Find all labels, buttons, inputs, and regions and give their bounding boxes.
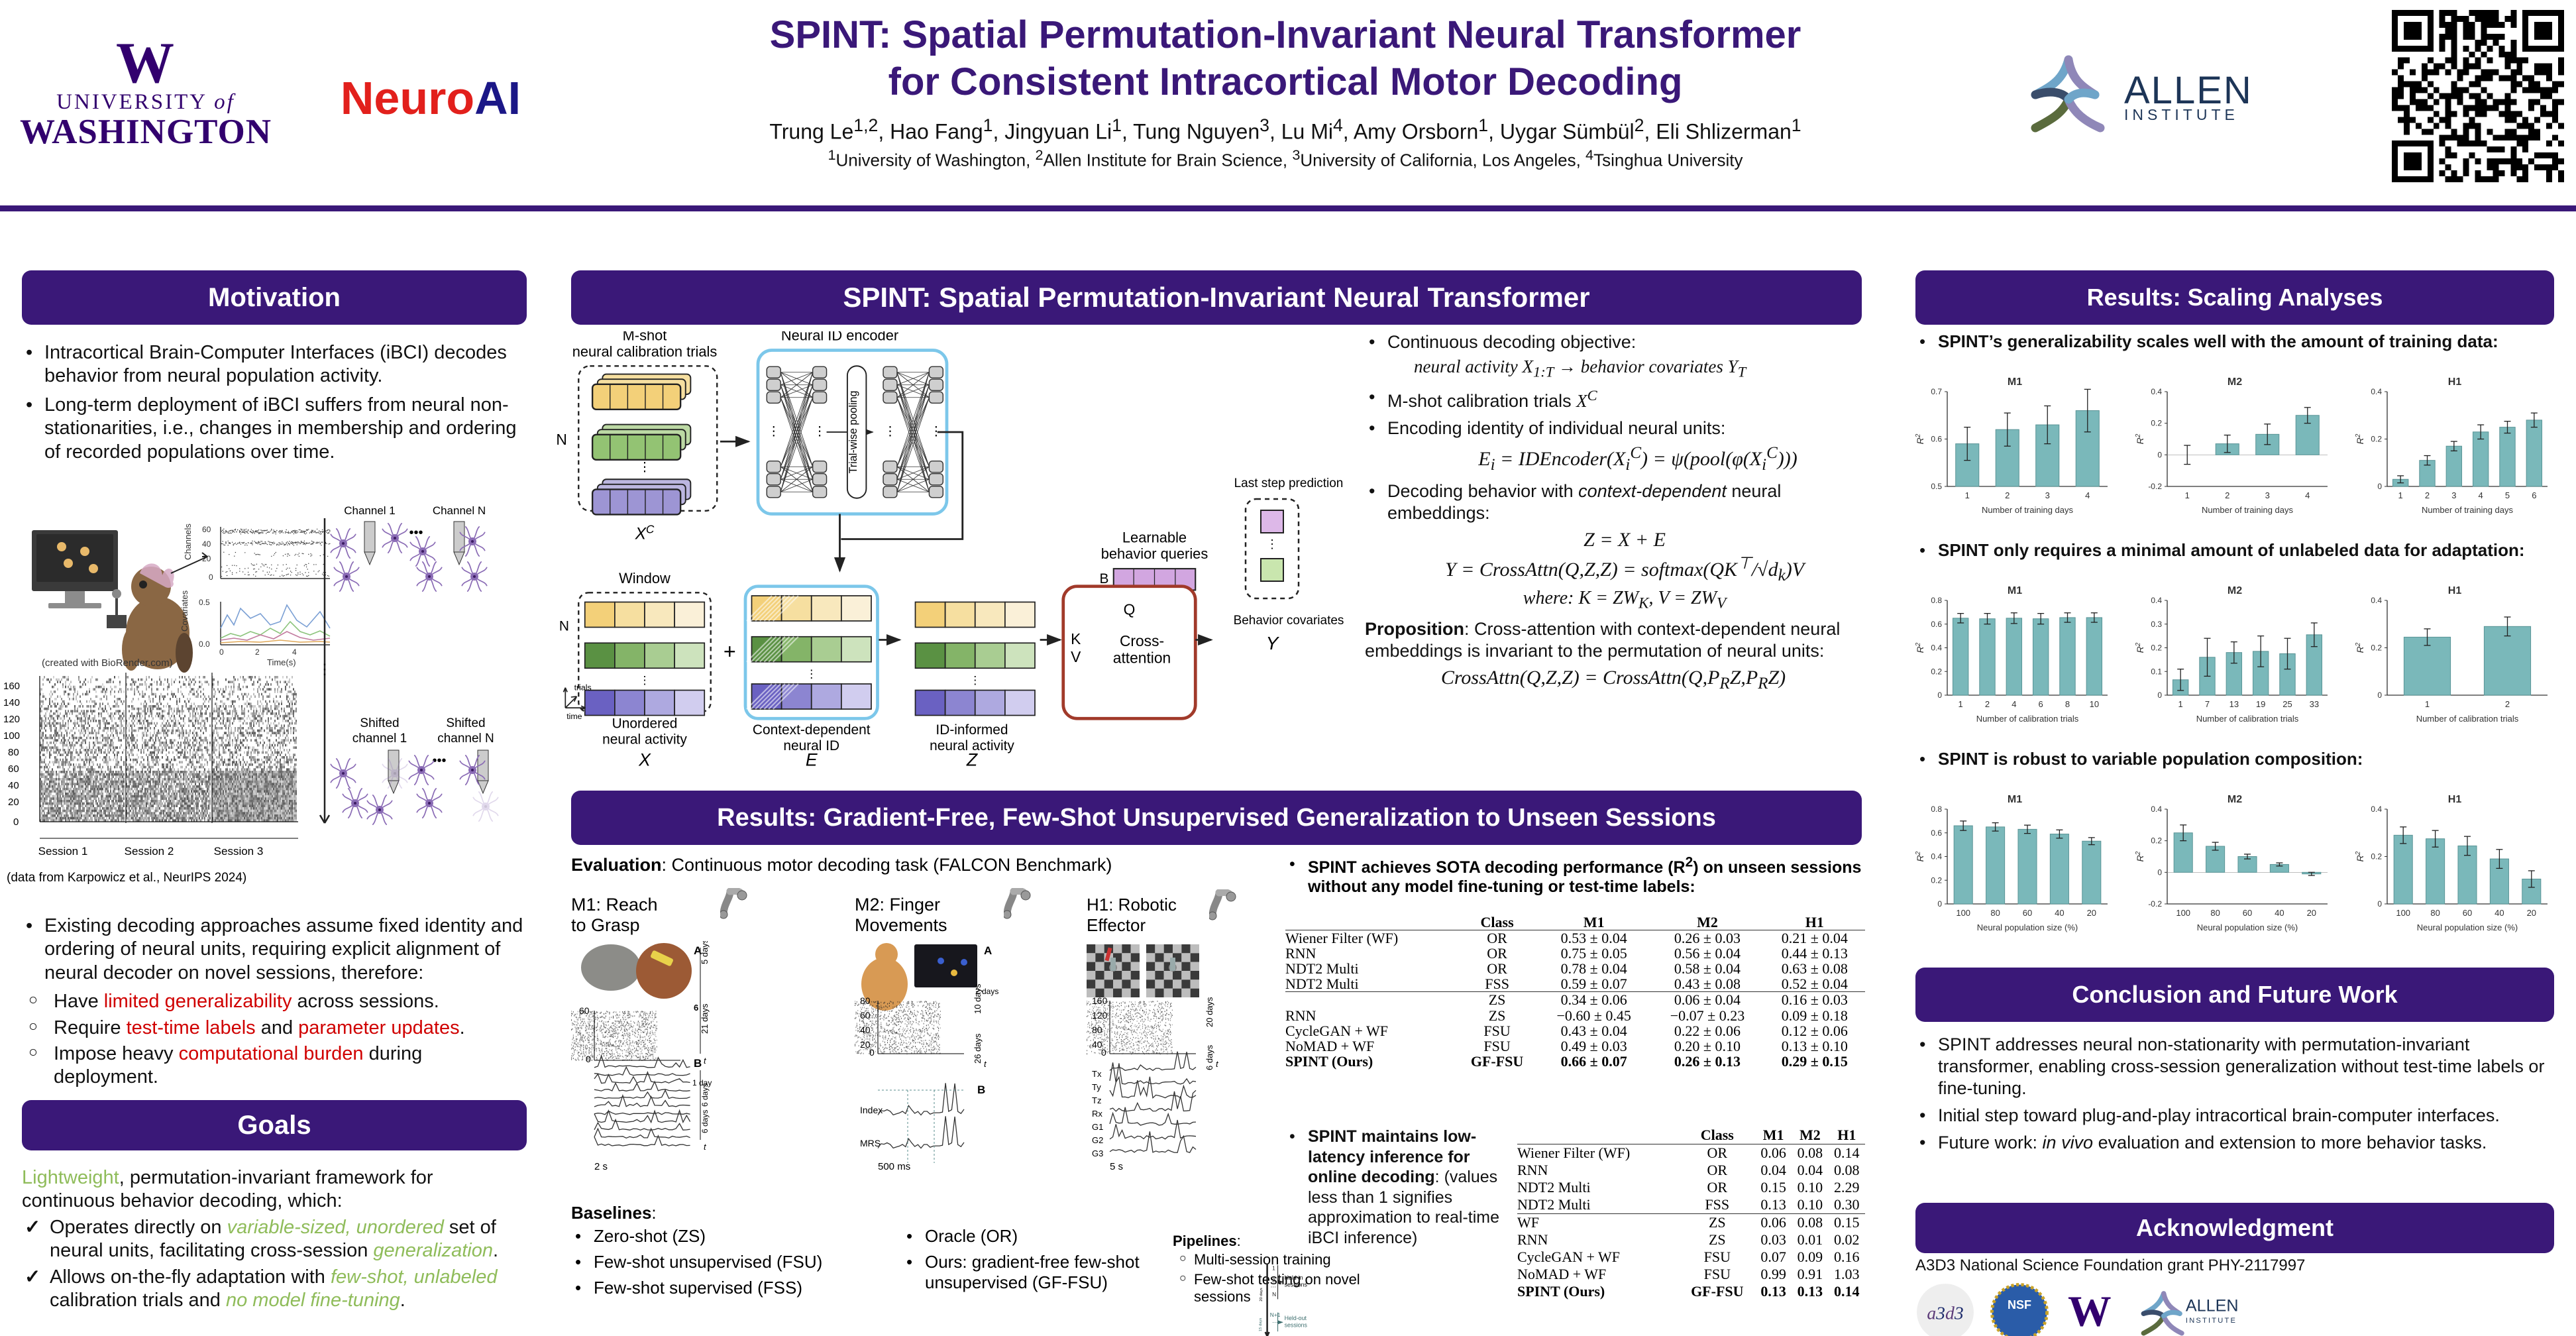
svg-text:•••: ••• xyxy=(409,526,423,540)
svg-text:4: 4 xyxy=(292,647,297,657)
svg-text:140: 140 xyxy=(3,697,20,708)
svg-text:0: 0 xyxy=(219,647,224,657)
svg-text:120: 120 xyxy=(3,714,20,725)
svg-text:channel 1: channel 1 xyxy=(352,732,407,746)
svg-text:0: 0 xyxy=(13,816,19,828)
svg-text:0: 0 xyxy=(209,573,213,582)
svg-text:(created with BioRender.com): (created with BioRender.com) xyxy=(42,657,173,669)
svg-text:20: 20 xyxy=(8,797,19,808)
svg-text:0.5: 0.5 xyxy=(199,598,210,607)
svg-text:80: 80 xyxy=(8,747,19,758)
svg-text:100: 100 xyxy=(3,730,20,742)
svg-text:•••: ••• xyxy=(432,753,446,768)
svg-text:Shifted: Shifted xyxy=(360,716,399,730)
svg-text:Time(s): Time(s) xyxy=(267,657,296,667)
svg-text:2: 2 xyxy=(255,647,260,657)
svg-text:60: 60 xyxy=(8,763,19,775)
svg-text:Channel N: Channel N xyxy=(433,505,486,517)
svg-text:160: 160 xyxy=(3,681,20,692)
svg-text:40: 40 xyxy=(8,780,19,791)
svg-text:60: 60 xyxy=(202,525,211,534)
svg-text:Shifted: Shifted xyxy=(446,716,485,730)
svg-text:Channels: Channels xyxy=(183,524,193,560)
svg-text:40: 40 xyxy=(202,539,211,549)
svg-text:channel N: channel N xyxy=(437,732,494,746)
svg-text:Covariates: Covariates xyxy=(180,590,189,632)
svg-text:0.0: 0.0 xyxy=(199,640,210,649)
svg-text:Channel 1: Channel 1 xyxy=(344,505,396,517)
